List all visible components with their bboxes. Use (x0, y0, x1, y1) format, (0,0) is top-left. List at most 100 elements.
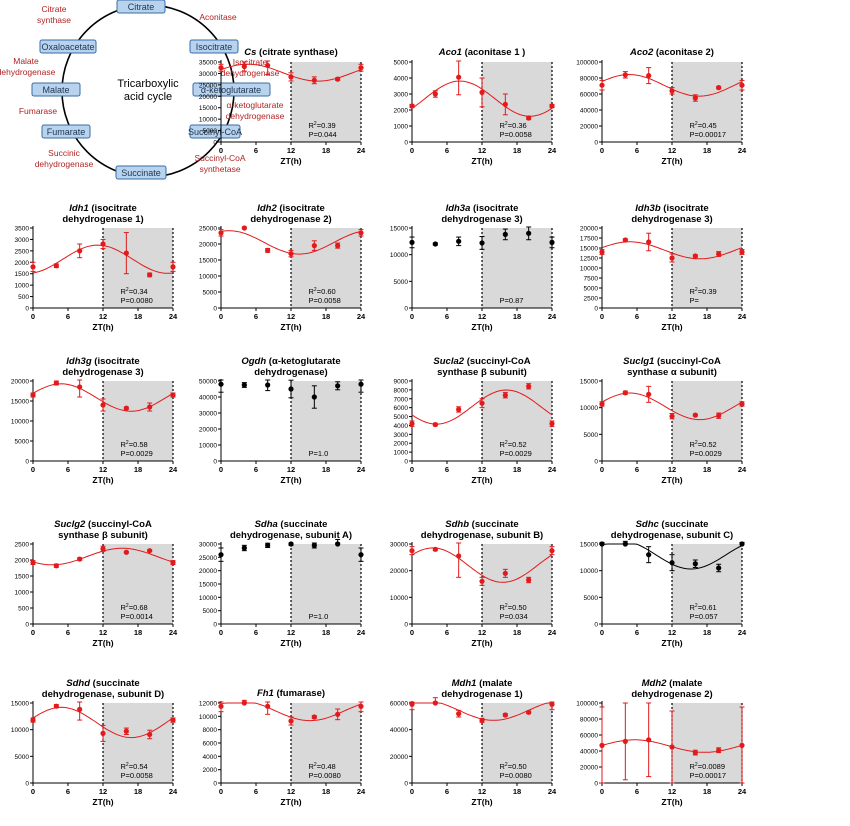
y-tick-label: 8000 (203, 727, 218, 734)
data-point (599, 541, 605, 547)
x-axis-label: ZT(h) (280, 638, 301, 648)
x-axis-label: ZT(h) (471, 156, 492, 166)
enzyme-malate-dehydrogenase: Malate dehydrogenase (0, 56, 56, 77)
x-tick-label: 12 (287, 628, 295, 637)
data-point (100, 546, 106, 552)
x-tick-label: 24 (169, 465, 178, 474)
r-squared-label: R2=0.61 (690, 603, 717, 612)
x-tick-label: 18 (513, 146, 521, 155)
gene-symbol: Ogdh (241, 356, 266, 367)
x-tick-label: 18 (134, 312, 142, 321)
y-tick-label: 20000 (580, 226, 598, 233)
panel-title: Suclg1 (succinyl-CoA (623, 356, 721, 367)
dark-phase-shading (482, 381, 552, 461)
dark-phase-shading (672, 228, 742, 308)
data-point (311, 394, 317, 400)
y-tick-label: 0 (25, 459, 29, 466)
data-point (409, 239, 415, 245)
data-point (526, 709, 532, 715)
p-value-label: P=0.00017 (690, 771, 727, 780)
p-value-label: P=0.87 (500, 296, 524, 305)
data-point (479, 400, 485, 406)
svg-text:Succinyl-CoA: Succinyl-CoA (194, 153, 245, 163)
data-point (311, 542, 317, 548)
p-value-label: P=0.0058 (309, 296, 341, 305)
dark-phase-shading (291, 62, 361, 142)
x-tick-label: 12 (478, 312, 486, 321)
data-point (409, 421, 415, 427)
data-point (358, 230, 364, 236)
y-tick-label: 30000 (199, 411, 217, 418)
data-point (479, 717, 485, 723)
metabolite-succinyl-coa: Succinyl-CoA (188, 124, 242, 139)
svg-text:α-ketoglutarate: α-ketoglutarate (201, 85, 261, 95)
dark-phase-shading (672, 544, 742, 624)
panel-sdha: 0 5000 10000 15000 20000 25000 30000 0 6 12 18 24 ZT… (199, 519, 366, 648)
x-tick-label: 18 (703, 628, 711, 637)
data-point (599, 249, 605, 255)
data-point (170, 264, 176, 270)
x-tick-label: 12 (287, 312, 295, 321)
y-tick-label: 10000 (199, 274, 217, 281)
dark-phase-shading (291, 228, 361, 308)
r-squared-label: R2=0.52 (500, 440, 527, 449)
y-tick-label: 5000 (203, 608, 218, 615)
x-axis-label: ZT(h) (280, 322, 301, 332)
y-tick-label: 2000 (15, 558, 30, 565)
panel-title-line2: dehydrogenase 3) (441, 214, 522, 225)
data-point (669, 255, 675, 261)
svg-text:synthetase: synthetase (199, 164, 240, 174)
data-point (358, 552, 364, 558)
gene-description: (α-ketoglutarate (266, 356, 340, 367)
data-point (456, 238, 462, 244)
data-point (409, 548, 415, 554)
svg-text:Succinate: Succinate (121, 168, 161, 178)
x-axis-label: ZT(h) (661, 322, 682, 332)
y-tick-label: 80000 (580, 76, 598, 83)
x-axis-label: ZT(h) (661, 156, 682, 166)
x-tick-label: 0 (600, 628, 604, 637)
x-tick-label: 0 (219, 146, 223, 155)
x-tick-label: 6 (66, 787, 70, 796)
panel-idh1: 0 500 1000 1500 2000 2500 3000 3500 0 6 12 18 24 ZT(h… (15, 203, 178, 332)
gene-description: (citrate synthase) (256, 47, 337, 58)
r-squared-label: R2=0.39 (690, 287, 717, 296)
x-tick-label: 6 (635, 312, 639, 321)
x-tick-label: 24 (738, 146, 747, 155)
y-tick-label: 0 (404, 622, 408, 629)
x-tick-label: 18 (134, 628, 142, 637)
data-point (241, 545, 247, 551)
svg-text:Fumarate: Fumarate (47, 127, 86, 137)
enzyme-succinic-dehydrogenase: Succinic dehydrogenase (35, 148, 94, 169)
x-tick-label: 24 (548, 146, 557, 155)
metabolite-malate: Malate (31, 82, 81, 97)
svg-text:Isocitrate: Isocitrate (196, 42, 233, 52)
data-point (599, 82, 605, 88)
panel-idh3b: 0 2500 5000 7500 10000 12500 15000 17500 20000 0 6… (580, 203, 747, 332)
data-point (716, 251, 722, 257)
panel-ogdh: 0 10000 20000 30000 40000 50000 0 6 12 18 24 ZT(h) O… (199, 356, 366, 485)
data-point (479, 578, 485, 584)
y-tick-label: 15000 (580, 246, 598, 253)
data-point (147, 404, 153, 410)
panel-title: Idh1 (isocitrate (69, 203, 137, 214)
data-point (526, 577, 532, 583)
panel-title: Sdhd (succinate (66, 678, 139, 689)
data-point (669, 88, 675, 94)
panel-title-line2: synthase β subunit) (58, 530, 148, 541)
data-point (549, 421, 555, 427)
x-tick-label: 18 (513, 312, 521, 321)
data-point (409, 103, 415, 109)
data-point (170, 392, 176, 398)
data-point (456, 711, 462, 717)
y-tick-label: 6000 (394, 405, 409, 412)
data-point (265, 62, 271, 69)
x-axis-label: ZT(h) (471, 475, 492, 485)
p-value-label: P=0.0080 (309, 771, 341, 780)
data-point (739, 249, 745, 255)
x-tick-label: 0 (410, 787, 414, 796)
y-tick-label: 0 (213, 140, 217, 147)
data-point (30, 264, 36, 270)
gene-description: (isocitrate (89, 203, 137, 214)
dark-phase-shading (103, 228, 173, 308)
